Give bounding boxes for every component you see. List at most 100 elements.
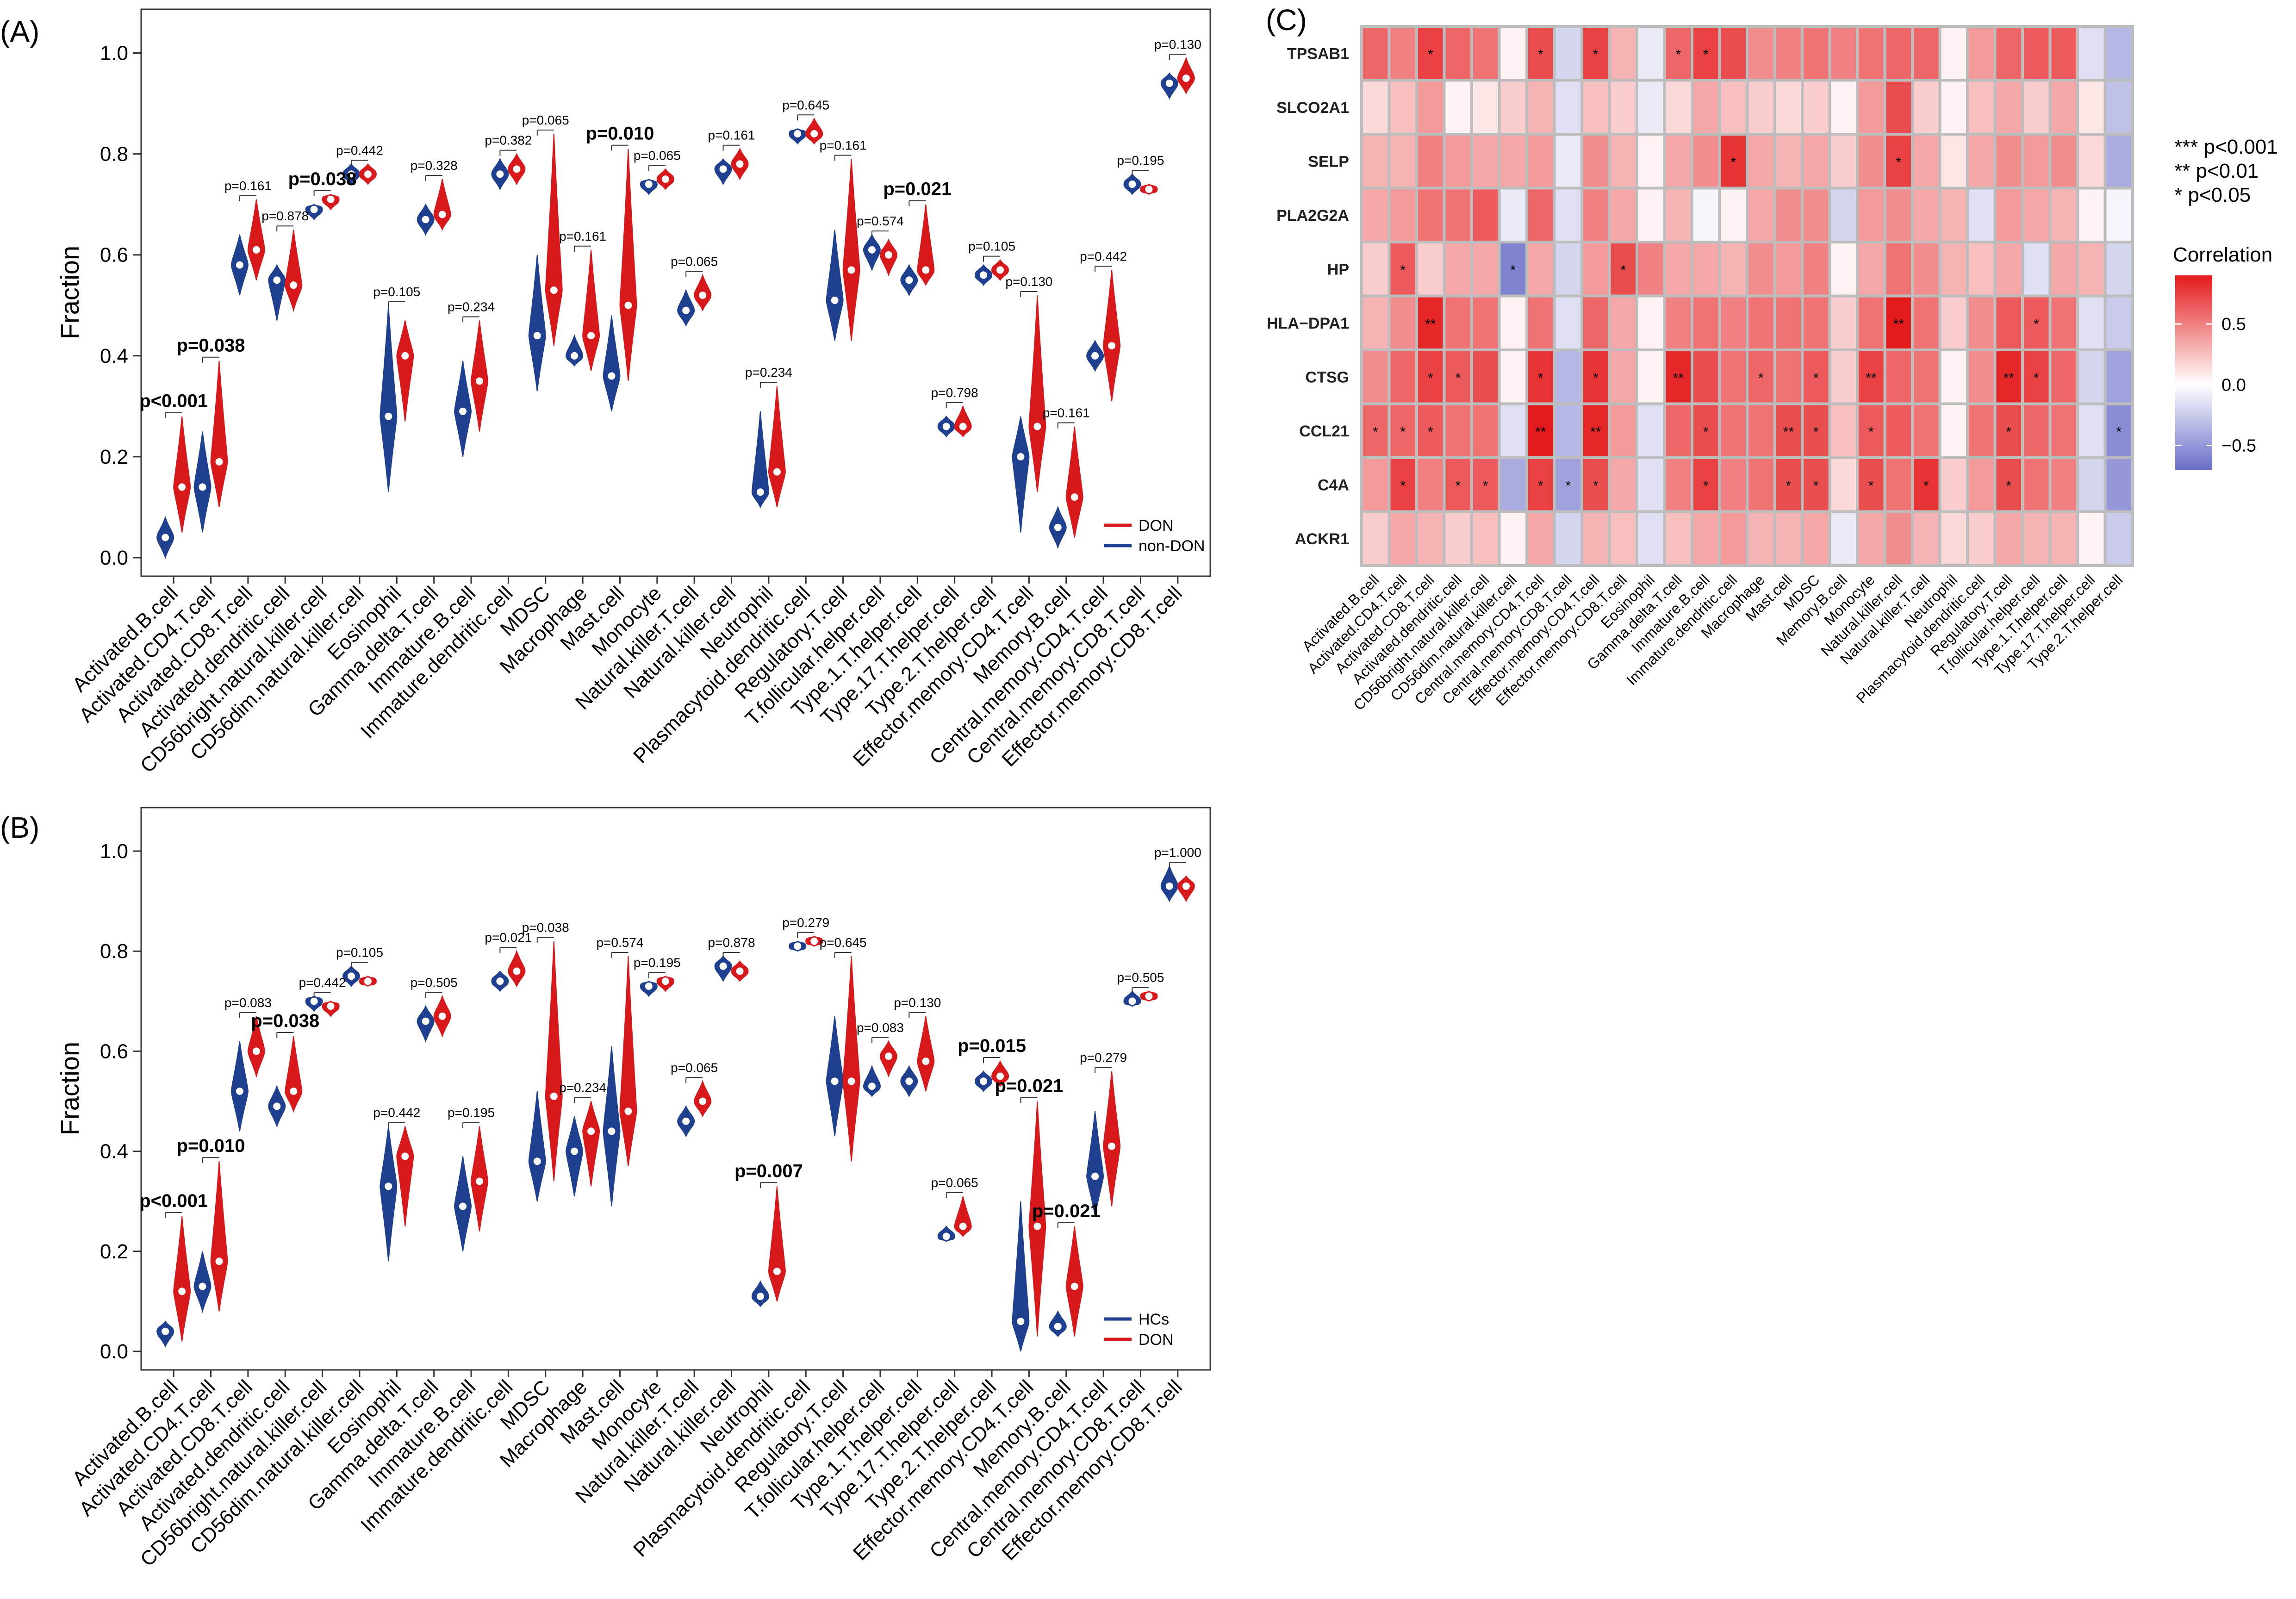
heatmap-cell bbox=[1445, 513, 1470, 564]
heatmap-cell bbox=[1914, 297, 1939, 348]
heatmap-cell bbox=[1390, 81, 1415, 133]
heatmap-cell bbox=[2024, 513, 2049, 564]
violin-non-don bbox=[193, 431, 212, 533]
b-y-tick-label: 0.8 bbox=[100, 940, 128, 963]
heatmap-cell bbox=[1583, 405, 1608, 456]
heatmap-cell bbox=[1886, 351, 1911, 403]
significance-star: * bbox=[1730, 155, 1736, 170]
median-dot bbox=[682, 306, 690, 314]
median-dot bbox=[385, 1182, 392, 1190]
significance-star: * bbox=[1428, 424, 1433, 440]
heatmap-cell bbox=[1418, 189, 1443, 241]
heatmap-cell bbox=[1914, 81, 1939, 133]
heatmap-cell bbox=[1941, 28, 1966, 79]
heatmap-cell bbox=[1528, 351, 1553, 403]
violin-don bbox=[1028, 295, 1046, 492]
p-value-label: p=0.083 bbox=[224, 995, 272, 1010]
heatmap-cell bbox=[1556, 351, 1580, 403]
significance-star: ** bbox=[2004, 370, 2015, 386]
violin-don bbox=[768, 386, 786, 508]
panel-a-legend: DON non-DON bbox=[1104, 517, 1205, 555]
violin-non-don bbox=[380, 305, 398, 492]
heatmap-cell bbox=[1611, 243, 1636, 295]
heatmap-cell bbox=[2106, 459, 2131, 510]
p-value-label: p=0.798 bbox=[931, 386, 978, 400]
heatmap-cell bbox=[1748, 351, 1773, 403]
heatmap-cell bbox=[1941, 351, 1966, 403]
median-dot bbox=[252, 1047, 260, 1055]
significance-star: * bbox=[1593, 478, 1599, 493]
heatmap-cell bbox=[1804, 513, 1829, 564]
heatmap-cell bbox=[1473, 136, 1498, 187]
heatmap-cell bbox=[1418, 459, 1443, 510]
heatmap-cell bbox=[1721, 243, 1746, 295]
heatmap-cell bbox=[1859, 405, 1884, 456]
heatmap-cell bbox=[1638, 459, 1663, 510]
heatmap-cell bbox=[1721, 81, 1746, 133]
median-dot bbox=[719, 165, 727, 173]
panel-b-plot-frame bbox=[140, 807, 1211, 1371]
violin-non-don bbox=[751, 411, 769, 509]
significance-star: * bbox=[1538, 478, 1543, 493]
heatmap-cell bbox=[1363, 28, 1388, 79]
heatmap-cell bbox=[2106, 81, 2131, 133]
heatmap-cell bbox=[1776, 351, 1801, 403]
violin-don bbox=[1028, 1101, 1046, 1337]
heatmap-cell bbox=[1914, 405, 1939, 456]
heatmap-cell bbox=[1804, 81, 1829, 133]
significance-star: * bbox=[1400, 478, 1406, 493]
panel-c: (C) * * * * ** ** * *** ** ** * * * ** * * ** ** ** * * ** ** *… bbox=[1266, 3, 2278, 714]
heatmap-cell bbox=[1445, 28, 1470, 79]
heatmap-cell bbox=[1831, 189, 1856, 241]
significance-star: * bbox=[1813, 424, 1819, 440]
median-dot bbox=[905, 276, 913, 284]
median-dot bbox=[310, 205, 318, 213]
legend-label: DON bbox=[1139, 517, 1174, 535]
significance-star: * bbox=[1703, 478, 1709, 493]
heatmap-cell bbox=[1638, 405, 1663, 456]
heatmap-cell bbox=[1804, 405, 1829, 456]
heatmap-cell bbox=[2079, 189, 2104, 241]
p-value-label: p=0.234 bbox=[745, 365, 792, 380]
heatmap-cell bbox=[1556, 297, 1580, 348]
p-value-label: p=0.161 bbox=[1043, 405, 1090, 420]
violin-non-don bbox=[268, 264, 286, 321]
heatmap-cell bbox=[1363, 297, 1388, 348]
heatmap-cell bbox=[1748, 513, 1773, 564]
heatmap-cell bbox=[1638, 297, 1663, 348]
p-value-label: p=0.065 bbox=[671, 1060, 718, 1075]
median-dot bbox=[533, 332, 541, 340]
legend-label: HCs bbox=[1139, 1311, 1169, 1328]
heatmap-cell bbox=[2106, 28, 2131, 79]
heatmap-cell bbox=[1500, 297, 1525, 348]
median-dot bbox=[178, 1288, 186, 1295]
heatmap-cell bbox=[1721, 351, 1746, 403]
heatmap-cell bbox=[2051, 459, 2076, 510]
panel-b-violins bbox=[156, 865, 1195, 1352]
heatmap-cell bbox=[1831, 405, 1856, 456]
p-value-label: p=0.442 bbox=[373, 1106, 420, 1120]
median-dot bbox=[1070, 1282, 1078, 1290]
p-value-label: p=0.038 bbox=[522, 921, 569, 935]
heatmap-cell bbox=[2051, 243, 2076, 295]
p-value-label: p=0.038 bbox=[251, 1011, 319, 1031]
heatmap-cell bbox=[1776, 297, 1801, 348]
p-value-label: p=0.130 bbox=[894, 995, 941, 1010]
heatmap-cell bbox=[1363, 513, 1388, 564]
median-dot bbox=[273, 276, 281, 284]
heatmap-cell bbox=[1666, 405, 1691, 456]
violin-hcs bbox=[566, 1116, 584, 1197]
median-dot bbox=[162, 1327, 169, 1335]
heatmap-cell bbox=[1638, 136, 1663, 187]
median-dot bbox=[756, 488, 764, 496]
heatmap-cell bbox=[1831, 297, 1856, 348]
median-dot bbox=[199, 483, 206, 491]
heatmap-cell bbox=[1996, 81, 2021, 133]
heatmap-cell bbox=[1611, 189, 1636, 241]
median-dot bbox=[1033, 1222, 1041, 1230]
heatmap-cell bbox=[1831, 81, 1856, 133]
significance-key: *** p<0.001** p<0.01* p<0.05 bbox=[2174, 136, 2278, 206]
heatmap-cell bbox=[1776, 136, 1801, 187]
heatmap-cell bbox=[1996, 189, 2021, 241]
median-dot bbox=[1108, 342, 1116, 349]
